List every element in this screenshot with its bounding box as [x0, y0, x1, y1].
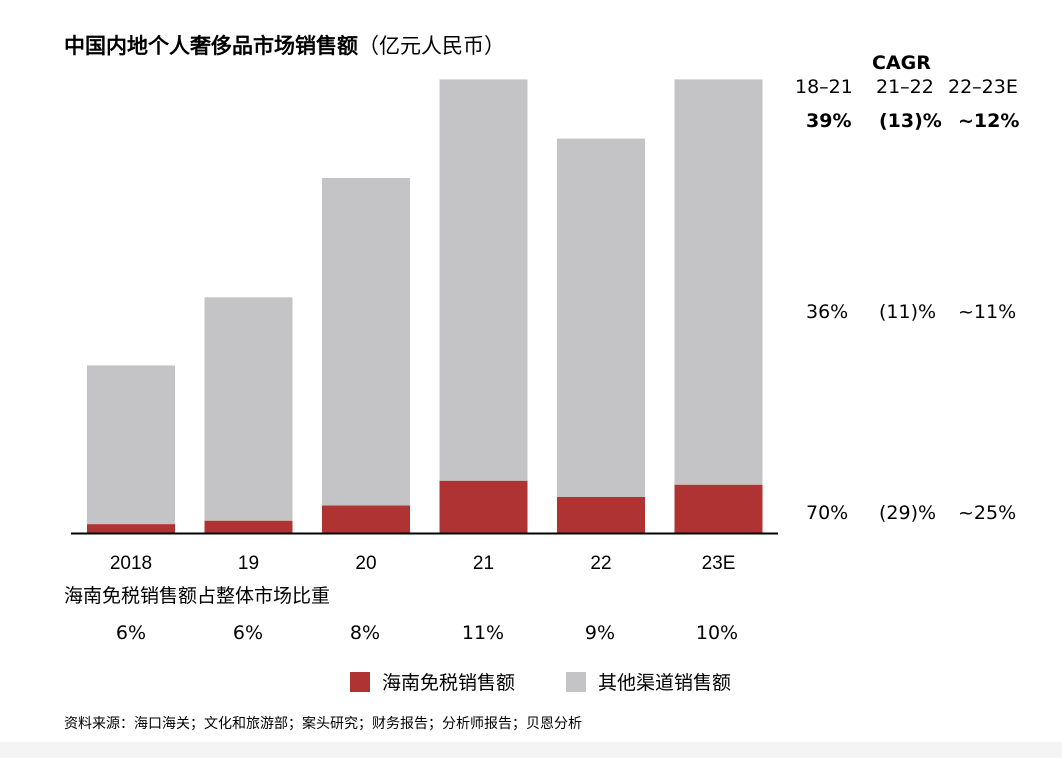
bar-other-21: [439, 79, 528, 481]
share-value-23e: 10%: [695, 622, 739, 644]
bar-other-19: [204, 297, 293, 521]
share-value-21: 11%: [461, 622, 505, 644]
bar-other-2018: [87, 365, 175, 525]
x-tick-label-21: 21: [473, 553, 494, 574]
legend-swatch-hainan: [350, 671, 370, 692]
cagr-period-18-21: 18–21: [795, 76, 853, 98]
legend-item-hainan: 海南免税销售额: [350, 668, 515, 695]
cagr-total-18-21: 39%: [806, 110, 852, 132]
bar-hainan-20: [322, 505, 410, 533]
x-tick-label-2018: 2018: [110, 553, 152, 574]
share-value-20: 8%: [349, 622, 381, 644]
source-note: 资料来源：海口海关；文化和旅游部；案头研究；财务报告；分析师报告；贝恩分析: [64, 716, 582, 732]
cagr-total-22-23e: ~12%: [958, 110, 1020, 132]
x-tick-label-22: 22: [590, 553, 611, 574]
bar-hainan-21: [439, 480, 528, 533]
cagr-hainan-21-22: (29)%: [879, 502, 937, 524]
cagr-other-21-22: (11)%: [879, 301, 937, 323]
chart-title-main: 中国内地个人奢侈品市场销售额: [64, 34, 358, 58]
cagr-hainan-18-21: 70%: [806, 502, 849, 524]
stacked-bar-chart: 2018 19 20 21 22 23E: [71, 79, 778, 574]
legend-label-hainan: 海南免税销售额: [382, 672, 516, 694]
x-tick-label-23e: 23E: [702, 553, 736, 574]
share-value-22: 9%: [584, 622, 616, 644]
bar-hainan-2018: [87, 524, 175, 533]
cagr-other-18-21: 36%: [806, 301, 849, 323]
cagr-period-22-23e: 22–23E: [948, 76, 1018, 98]
cagr-hainan-22-23e: ~25%: [958, 502, 1017, 524]
bar-other-23e: [674, 79, 763, 485]
cagr-other-22-23e: ~11%: [958, 301, 1017, 323]
bar-other-20: [322, 178, 410, 506]
chart-title-unit: （亿元人民币）: [358, 34, 505, 58]
share-label: 海南免税销售额占整体市场比重: [64, 585, 331, 607]
bar-other-22: [557, 138, 645, 497]
legend-item-other: 其他渠道销售额: [566, 668, 731, 695]
legend-label-other: 其他渠道销售额: [598, 672, 732, 694]
share-value-19: 6%: [232, 622, 264, 644]
bar-hainan-23e: [674, 484, 763, 533]
share-value-2018: 6%: [115, 622, 147, 644]
cagr-total-21-22: (13)%: [879, 110, 942, 132]
footer-band: [0, 742, 1062, 758]
legend-swatch-other: [566, 671, 586, 692]
x-tick-label-20: 20: [355, 553, 376, 574]
cagr-period-21-22: 21–22: [876, 76, 934, 98]
x-tick-label-19: 19: [238, 553, 259, 574]
cagr-heading: CAGR: [872, 52, 931, 74]
bar-hainan-19: [204, 520, 293, 533]
bar-hainan-22: [557, 497, 645, 533]
chart-title: 中国内地个人奢侈品市场销售额（亿元人民币）: [64, 30, 505, 60]
